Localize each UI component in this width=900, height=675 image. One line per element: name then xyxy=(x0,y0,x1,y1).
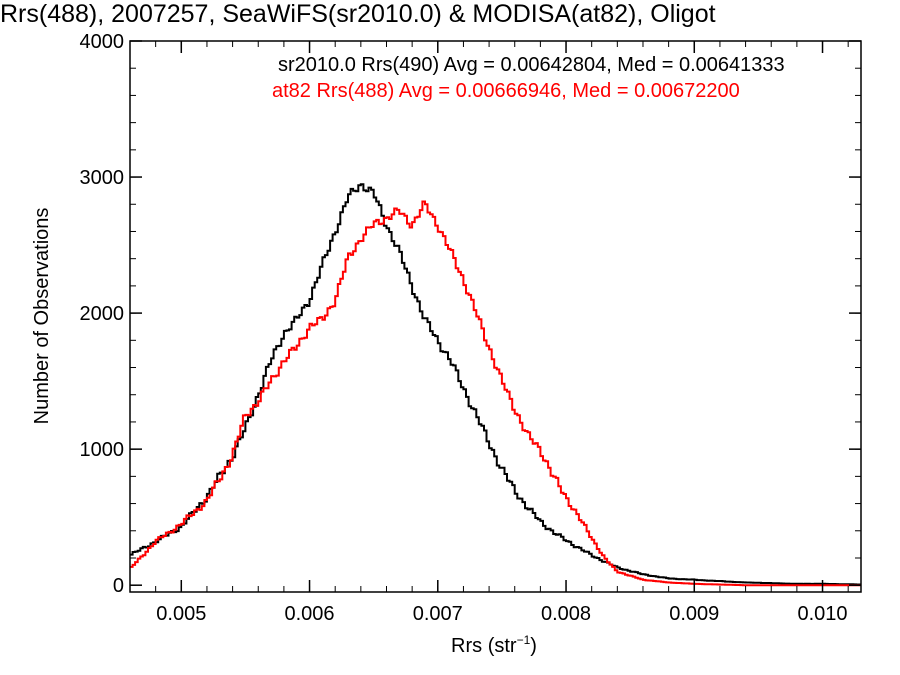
x-tick-label: 0.009 xyxy=(669,603,719,625)
legend-entry-red: at82 Rrs(488) Avg = 0.00666946, Med = 0.… xyxy=(272,80,740,102)
x-axis-label-end: ) xyxy=(530,635,537,657)
x-tick-label: 0.008 xyxy=(541,603,591,625)
x-axis-label-sup: −1 xyxy=(517,633,531,647)
x-tick-label: 0.010 xyxy=(797,603,847,625)
x-tick-label: 0.006 xyxy=(285,603,335,625)
y-tick-label: 0 xyxy=(113,575,124,597)
series-line-0 xyxy=(130,183,861,586)
plot-frame xyxy=(129,40,862,593)
x-axis-label-main: Rrs (str xyxy=(451,635,517,657)
y-tick-label: 2000 xyxy=(80,303,125,325)
chart-title: Rrs(488), 2007257, SeaWiFS(sr2010.0) & M… xyxy=(0,0,716,28)
x-tick-label: 0.005 xyxy=(156,603,206,625)
y-tick-label: 4000 xyxy=(80,31,125,53)
x-tick-label: 0.007 xyxy=(413,603,463,625)
y-axis-label: Number of Observations xyxy=(31,208,53,425)
plot-series xyxy=(130,183,861,587)
y-tick-label: 3000 xyxy=(80,167,125,189)
axis-ticks: 0.005 0.006 0.007 0.008 0.009 0.010 0 1000 2000 3… xyxy=(80,31,861,625)
y-tick-label: 1000 xyxy=(80,439,125,461)
x-axis-label: Rrs (str−1) xyxy=(451,633,537,657)
legend-entry-black: sr2010.0 Rrs(490) Avg = 0.00642804, Med … xyxy=(278,54,785,76)
series-line-1 xyxy=(130,200,861,587)
